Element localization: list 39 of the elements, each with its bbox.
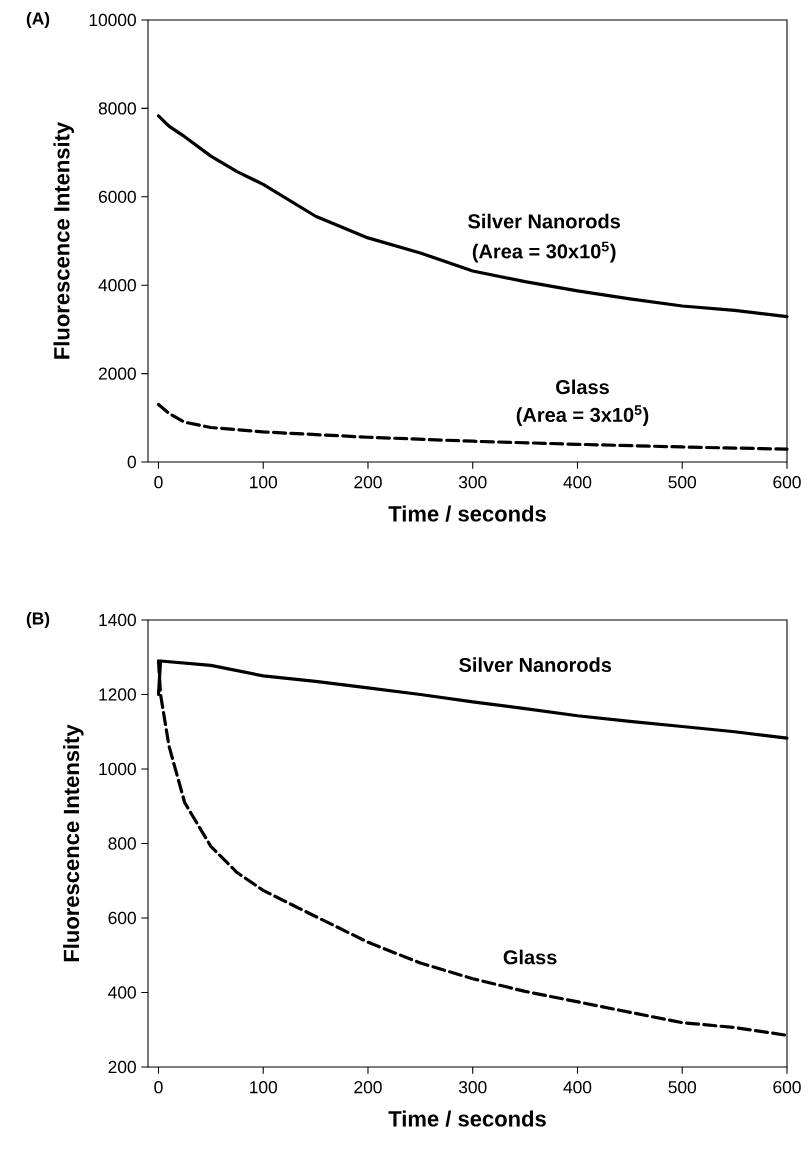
x-tick-label: 600 [773,1081,801,1094]
annotation: (Area = 30x10$^{5}$) [472,241,616,263]
y-tick-label: 1200 [99,688,136,701]
x-axis-title: Time / seconds [388,1110,546,1127]
series-label: Silver Nanorods [459,657,612,673]
chart-title: (B) [26,611,50,629]
x-tick-label: 100 [250,1081,278,1094]
x-tick-label: 200 [354,1081,382,1094]
x-tick-label: 500 [668,1081,697,1094]
x-tick-label: 300 [458,1081,487,1094]
x-tick-label: 600 [773,476,801,489]
y-axis-title: Fluorescence Intensity [63,724,84,962]
y-tick-label: 10000 [89,13,136,27]
y-tick-label: 8000 [98,102,136,115]
series-label: Silver Nanorods [468,213,621,229]
x-tick-label: 0 [154,476,163,489]
y-tick-label: 800 [108,837,136,850]
y-tick-label: 1400 [99,613,136,627]
x-tick-label: 300 [458,476,487,489]
x-axis-title: Time / seconds [388,505,546,522]
y-tick-label: 200 [108,1060,136,1074]
chart-title: (A) [26,11,50,29]
y-axis-title: Fluorescence Intensity [53,121,74,359]
y-tick-label: 4000 [98,279,136,292]
x-tick-label: 500 [668,476,697,489]
series-label: Glass [503,949,557,965]
x-tick-label: 400 [563,476,592,489]
y-tick-label: 6000 [98,190,136,203]
x-tick-label: 400 [563,1081,592,1094]
x-tick-label: 100 [250,476,278,489]
y-tick-label: 2000 [98,367,136,380]
y-tick-label: 400 [108,986,136,999]
annotation: (Area = 3x10$^{5}$) [516,405,649,426]
x-tick-label: 0 [154,1081,163,1094]
y-tick-label: 1000 [99,762,136,776]
y-tick-label: 600 [108,911,136,925]
text: Glass [556,379,609,395]
y-tick-label: 0 [127,455,136,469]
x-tick-label: 200 [354,476,382,489]
